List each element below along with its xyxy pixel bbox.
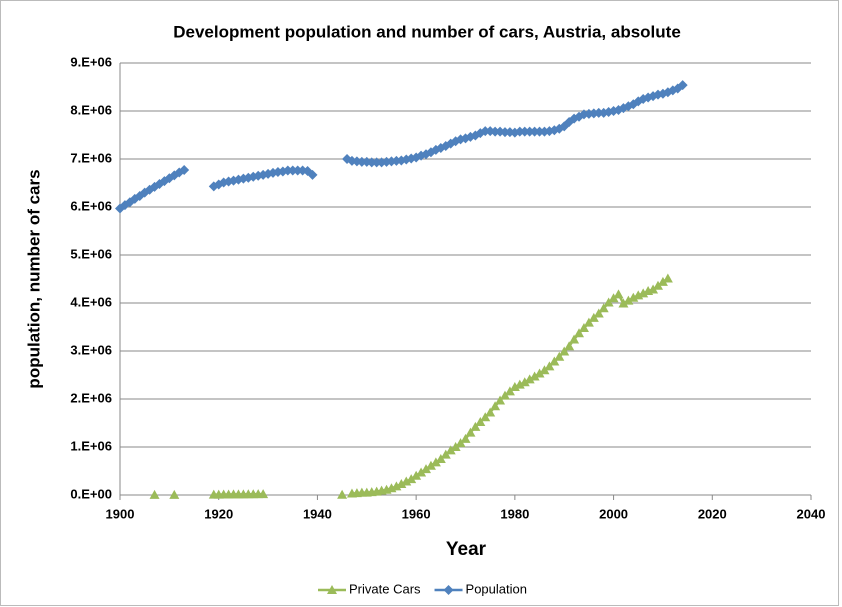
data-point	[337, 489, 348, 499]
chart-title: Development population and number of car…	[173, 22, 681, 41]
data-point	[425, 460, 436, 470]
data-point	[648, 284, 659, 294]
y-tick-label: 1.E+06	[70, 438, 112, 453]
x-tick-label: 1980	[500, 506, 529, 521]
data-point	[421, 464, 432, 474]
x-tick-label: 1920	[204, 506, 233, 521]
legend-marker	[443, 585, 454, 595]
data-point	[499, 390, 510, 400]
y-axis-title: population, number of cars	[24, 169, 43, 388]
x-tick-label: 2000	[599, 506, 628, 521]
y-tick-label: 4.E+06	[70, 294, 112, 309]
data-point	[529, 371, 540, 381]
data-point	[455, 438, 466, 448]
data-point	[652, 280, 663, 290]
data-point	[169, 489, 180, 499]
data-point	[662, 273, 673, 283]
data-point	[416, 467, 427, 477]
data-point	[445, 445, 456, 455]
data-point	[450, 442, 461, 451]
data-point	[396, 478, 407, 488]
x-tick-label: 1960	[402, 506, 431, 521]
data-point	[514, 379, 525, 389]
x-axis-title: Year	[446, 539, 487, 560]
legend-label: Private Cars	[349, 581, 421, 596]
data-point	[504, 386, 515, 396]
y-tick-label: 3.E+06	[70, 342, 112, 357]
data-point	[657, 276, 668, 286]
data-point	[504, 127, 515, 138]
data-point	[618, 298, 629, 308]
data-point	[574, 328, 585, 338]
y-tick-label: 6.E+06	[70, 198, 112, 213]
data-point	[623, 295, 634, 305]
legend-label: Population	[466, 581, 527, 596]
data-point	[578, 322, 589, 332]
data-point	[544, 361, 555, 371]
data-point	[490, 401, 501, 411]
data-point	[440, 449, 451, 459]
data-point	[603, 297, 614, 307]
y-tick-label: 9.E+06	[70, 54, 112, 69]
data-point	[638, 288, 649, 298]
data-point	[559, 346, 570, 356]
data-point	[430, 457, 441, 467]
data-point	[411, 470, 422, 480]
data-point	[593, 308, 604, 318]
data-point	[480, 412, 491, 422]
data-point	[401, 476, 412, 486]
y-tick-label: 2.E+06	[70, 390, 112, 405]
legend-marker	[327, 585, 337, 594]
y-tick-label: 7.E+06	[70, 150, 112, 165]
data-point	[406, 474, 417, 484]
data-point	[435, 454, 446, 463]
data-point	[258, 489, 269, 499]
y-tick-label: 5.E+06	[70, 246, 112, 261]
data-point	[179, 165, 190, 176]
data-point	[583, 317, 594, 327]
x-tick-label: 2040	[797, 506, 826, 521]
data-point	[509, 382, 520, 391]
y-tick-label: 8.E+06	[70, 102, 112, 117]
data-point	[534, 368, 545, 378]
data-point	[598, 303, 609, 313]
data-point	[307, 169, 318, 180]
x-tick-label: 1900	[106, 506, 135, 521]
data-point	[519, 377, 530, 387]
data-point	[475, 417, 486, 427]
data-point	[485, 407, 496, 417]
data-point	[539, 365, 550, 375]
data-point	[588, 312, 599, 322]
data-point	[495, 395, 506, 405]
data-point	[391, 481, 402, 491]
data-point	[554, 351, 565, 361]
data-point	[470, 421, 481, 431]
data-point	[524, 374, 535, 384]
data-point	[628, 292, 639, 302]
x-tick-label: 1940	[303, 506, 332, 521]
y-tick-label: 0.E+00	[70, 486, 112, 501]
data-point	[549, 356, 560, 366]
data-point	[608, 293, 619, 303]
data-point	[613, 289, 624, 299]
data-point	[564, 341, 575, 351]
x-tick-label: 2020	[698, 506, 727, 521]
data-point	[149, 489, 160, 499]
data-point	[460, 433, 471, 443]
data-point	[677, 80, 688, 91]
data-point	[465, 427, 476, 437]
data-point	[569, 334, 580, 344]
